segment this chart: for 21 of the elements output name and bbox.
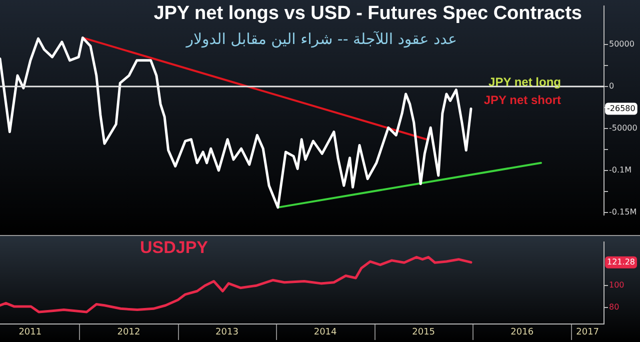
- y-tick-label: 100: [609, 280, 624, 290]
- series-label: USDJPY: [140, 238, 208, 258]
- y-tick-label: 0: [609, 82, 614, 91]
- annotation: JPY net long: [488, 75, 561, 89]
- chart-title: JPY net longs vs USD - Futures Spec Contracts: [154, 3, 582, 25]
- x-tick-label: 2015: [412, 328, 436, 338]
- y-tick-label: 80: [609, 302, 620, 312]
- text: -26580: [607, 104, 636, 113]
- y-tick-label: 50000: [609, 40, 634, 49]
- x-tick-label: 2013: [216, 328, 238, 338]
- x-tick-label: 2011: [18, 328, 42, 338]
- x-tick-label: 2012: [117, 328, 140, 338]
- y-tick-label: -0.15M: [609, 208, 637, 217]
- y-tick-label: -50000: [609, 124, 638, 133]
- text: 121.28: [607, 257, 635, 266]
- x-tick-label: 2014: [314, 328, 338, 338]
- x-tick-label: 2017: [576, 328, 600, 338]
- annotation: JPY net short: [484, 93, 561, 107]
- x-tick-label: 2016: [510, 328, 534, 338]
- text: عدد عقود اللآجلة -- شراء الين مقابل الدولار: [186, 30, 457, 48]
- y-tick-label: -0.1M: [609, 166, 632, 175]
